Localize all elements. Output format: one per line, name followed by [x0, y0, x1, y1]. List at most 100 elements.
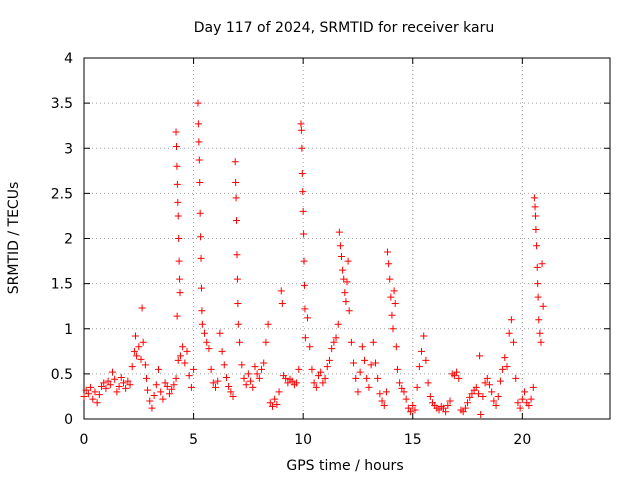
data-point — [533, 263, 541, 271]
data-point — [459, 408, 467, 416]
data-point — [152, 381, 160, 389]
data-point — [175, 257, 183, 265]
data-point — [531, 212, 539, 220]
data-point — [308, 365, 316, 373]
data-point — [196, 209, 204, 217]
data-point — [398, 384, 406, 392]
data-point — [481, 379, 489, 387]
data-point — [236, 338, 244, 346]
chart-title: Day 117 of 2024, SRMTID for receiver kar… — [194, 20, 494, 36]
data-point — [216, 329, 224, 337]
data-point — [203, 338, 211, 346]
data-point — [161, 379, 169, 387]
data-point — [165, 390, 173, 398]
data-point — [278, 299, 286, 307]
data-point — [247, 377, 255, 385]
data-point — [461, 404, 469, 412]
data-point — [518, 395, 526, 403]
data-point — [220, 361, 228, 369]
x-tick-label: 20 — [513, 432, 531, 448]
data-point — [194, 99, 202, 107]
data-point — [376, 390, 384, 398]
data-point — [262, 338, 270, 346]
data-point — [172, 128, 180, 136]
data-point — [172, 142, 180, 150]
data-point — [530, 194, 538, 202]
data-point — [512, 374, 520, 382]
data-point — [391, 299, 399, 307]
data-point — [390, 287, 398, 295]
data-point — [98, 383, 106, 391]
data-point — [176, 289, 184, 297]
data-point — [225, 383, 233, 391]
data-point — [453, 368, 461, 376]
data-point — [424, 379, 432, 387]
data-point — [277, 287, 285, 295]
data-point — [232, 194, 240, 202]
y-tick-label: 4 — [64, 51, 73, 67]
data-point — [413, 383, 421, 391]
data-point — [181, 359, 189, 367]
data-point — [111, 375, 119, 383]
data-point — [315, 372, 323, 380]
data-point — [400, 388, 408, 396]
data-point — [490, 397, 498, 405]
data-point — [510, 338, 518, 346]
data-point — [176, 275, 184, 283]
data-point — [300, 230, 308, 238]
data-point — [488, 388, 496, 396]
data-point — [293, 379, 301, 387]
data-point — [95, 391, 103, 399]
data-point — [392, 343, 400, 351]
data-point — [464, 399, 472, 407]
data-point — [525, 401, 533, 409]
data-point — [242, 381, 250, 389]
data-point — [418, 347, 426, 355]
data-point — [275, 388, 283, 396]
data-point — [472, 383, 480, 391]
data-point — [396, 379, 404, 387]
data-point — [334, 320, 342, 328]
data-point — [172, 374, 180, 382]
data-point — [529, 383, 537, 391]
data-point — [393, 365, 401, 373]
data-point — [310, 379, 318, 387]
y-axis-label: SRMTID / TECUs — [6, 182, 22, 295]
data-point — [426, 392, 434, 400]
data-point — [516, 404, 524, 412]
data-point — [115, 383, 123, 391]
data-point — [365, 383, 373, 391]
data-point — [138, 304, 146, 312]
data-point — [207, 365, 215, 373]
y-tick-label: 3 — [64, 141, 73, 157]
data-point — [323, 363, 331, 371]
data-point — [80, 392, 88, 400]
data-point — [338, 253, 346, 261]
data-point — [122, 384, 130, 392]
data-point — [198, 320, 206, 328]
data-point — [273, 401, 281, 409]
data-point — [183, 347, 191, 355]
data-point — [450, 372, 458, 380]
x-axis-label: GPS time / hours — [286, 458, 403, 474]
data-point — [300, 257, 308, 265]
data-point — [195, 138, 203, 146]
data-point — [332, 334, 340, 342]
data-point — [126, 381, 134, 389]
data-point — [139, 338, 147, 346]
data-point — [233, 216, 241, 224]
data-point — [503, 363, 511, 371]
data-point — [301, 305, 309, 313]
ticks: 0 0.5 1 1.5 2 2.5 3 3.5 4 0 5 10 15 20 — [51, 51, 610, 448]
data-point — [209, 379, 217, 387]
data-point — [492, 401, 500, 409]
data-point — [352, 374, 360, 382]
data-point — [345, 307, 353, 315]
data-point — [173, 180, 181, 188]
data-point — [344, 257, 352, 265]
data-point — [227, 388, 235, 396]
data-point — [260, 359, 268, 367]
data-point — [163, 383, 171, 391]
data-point — [479, 392, 487, 400]
